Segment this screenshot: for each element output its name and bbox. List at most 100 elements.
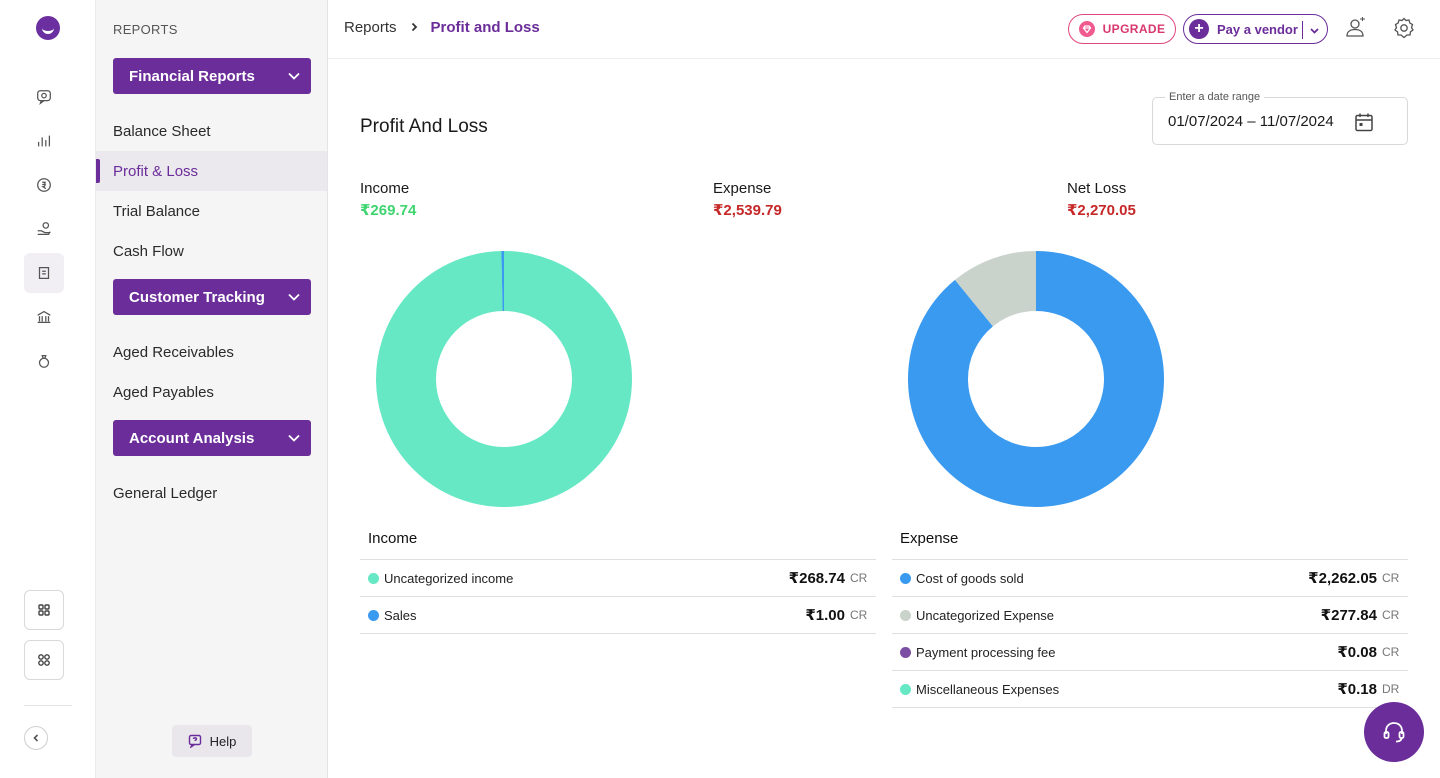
legend-dot	[900, 609, 911, 621]
kpi-label: Income	[360, 180, 410, 197]
sidebar-item-trial-balance[interactable]: Trial Balance	[113, 202, 200, 220]
hand-coin-icon[interactable]	[24, 209, 64, 249]
chat-icon[interactable]	[24, 77, 64, 117]
row-amount: ₹0.18	[1337, 681, 1377, 698]
row-name: Sales	[384, 607, 417, 623]
upgrade-label: UPGRADE	[1102, 22, 1166, 36]
collapse-sidebar-button[interactable]	[24, 726, 48, 750]
breadcrumb-reports[interactable]: Reports	[344, 19, 397, 36]
upgrade-button[interactable]: UPGRADE	[1068, 14, 1176, 44]
kpi-amount: ₹269.74	[360, 202, 417, 219]
integrations-icon[interactable]	[24, 640, 64, 680]
legend-dot	[368, 572, 379, 584]
rail-divider	[24, 705, 72, 706]
bar-chart-icon[interactable]	[24, 121, 64, 161]
support-chat-button[interactable]	[1364, 702, 1424, 762]
donut-slice-uncategorized-expense[interactable]	[908, 251, 1164, 507]
row-type: CR	[1382, 571, 1400, 585]
row-name: Miscellaneous Expenses	[916, 681, 1060, 697]
page-title: Profit And Loss	[360, 116, 488, 137]
chevron-down-icon[interactable]	[1309, 24, 1320, 39]
table-row: Sales ₹1.00 CR	[360, 597, 876, 634]
legend-dot	[368, 609, 379, 621]
help-button[interactable]: Help	[172, 725, 252, 757]
group-label: Financial Reports	[129, 67, 255, 85]
group-customer-tracking[interactable]: Customer Tracking	[113, 279, 311, 315]
row-name: Uncategorized income	[384, 570, 514, 586]
expense-table: Expense Cost of goods sold ₹2,262.05 CR Unc…	[892, 518, 1408, 708]
kpi-amount: ₹2,270.05	[1067, 202, 1136, 219]
table-row: Payment processing fee ₹0.08 CR	[892, 634, 1408, 671]
bank-icon[interactable]	[24, 297, 64, 337]
legend-dot	[900, 683, 911, 695]
table-row: Cost of goods sold ₹2,262.05 CR	[892, 560, 1408, 597]
table-row: Miscellaneous Expenses ₹0.18 DR	[892, 671, 1408, 708]
icon-rail	[0, 0, 96, 778]
kpi-label: Net Loss	[1067, 180, 1127, 197]
kpi-amount: ₹2,539.79	[713, 202, 782, 219]
chevron-down-icon	[288, 434, 300, 442]
row-type: DR	[1382, 682, 1400, 696]
section-label: REPORTS	[113, 22, 178, 37]
help-label: Help	[209, 733, 237, 749]
date-range-picker[interactable]: Enter a date range 01/07/2024 – 11/07/20…	[1152, 91, 1408, 145]
kpi-income: Income ₹269.74	[360, 180, 416, 219]
pay-vendor-label: Pay a vendor	[1217, 21, 1298, 37]
row-type: CR	[850, 608, 868, 622]
chevron-down-icon	[288, 293, 300, 301]
report-icon[interactable]	[24, 253, 64, 293]
chevron-left-icon	[33, 734, 39, 742]
income-donut-chart	[376, 251, 632, 507]
app-logo[interactable]	[36, 16, 60, 40]
table-row: Uncategorized income ₹268.74 CR	[360, 560, 876, 597]
row-name: Uncategorized Expense	[916, 607, 1055, 623]
row-type: CR	[850, 571, 868, 585]
row-name: Payment processing fee	[916, 644, 1056, 660]
money-bag-icon[interactable]	[24, 341, 64, 381]
income-table: Income Uncategorized income ₹268.74 CR Sale…	[360, 518, 876, 634]
calendar-icon[interactable]	[1353, 111, 1375, 133]
table-header: Income	[360, 518, 876, 560]
group-account-analysis[interactable]: Account Analysis	[113, 420, 311, 456]
row-type: CR	[1382, 645, 1400, 659]
kpi-label: Expense	[713, 180, 772, 197]
kpi-expense: Expense ₹2,539.79	[713, 180, 782, 219]
sidebar-item-aged-receivables[interactable]: Aged Receivables	[113, 343, 234, 361]
group-financial-reports[interactable]: Financial Reports	[113, 58, 311, 94]
date-range-label: Enter a date range	[1165, 91, 1265, 103]
chevron-down-icon	[288, 72, 300, 80]
table-header: Expense	[892, 518, 1408, 560]
breadcrumb: Reports Profit and Loss	[344, 19, 540, 36]
expense-donut-chart	[908, 251, 1164, 507]
row-amount: ₹2,262.05	[1308, 570, 1377, 587]
headset-icon	[1383, 722, 1405, 743]
kpi-net-loss: Net Loss ₹2,270.05	[1067, 180, 1136, 219]
chevron-right-icon	[409, 19, 419, 36]
sidebar-item-profit-loss[interactable]: Profit & Loss	[96, 151, 327, 191]
donut-slice-sales[interactable]	[376, 251, 632, 507]
sidebar-item-general-ledger[interactable]: General Ledger	[113, 484, 218, 502]
group-label: Account Analysis	[129, 429, 255, 447]
diamond-icon	[1078, 21, 1095, 37]
gear-icon[interactable]	[1392, 16, 1416, 40]
user-profile-icon[interactable]	[1344, 16, 1368, 40]
apps-icon[interactable]	[24, 590, 64, 630]
breadcrumb-current: Profit and Loss	[430, 19, 540, 36]
reports-sidebar: REPORTS Financial Reports Balance Sheet …	[96, 0, 328, 778]
row-amount: ₹277.84	[1320, 607, 1377, 624]
row-amount: ₹0.08	[1337, 644, 1377, 661]
legend-dot	[900, 646, 911, 658]
sidebar-item-cash-flow[interactable]: Cash Flow	[113, 242, 184, 260]
top-bar: Reports Profit and Loss UPGRADE + Pay a …	[328, 0, 1440, 59]
pay-vendor-button[interactable]: + Pay a vendor	[1183, 14, 1328, 44]
sidebar-item-aged-payables[interactable]: Aged Payables	[113, 383, 214, 401]
main-content: Profit And Loss Enter a date range 01/07…	[328, 59, 1440, 778]
date-range-value: 01/07/2024 – 11/07/2024	[1168, 113, 1334, 130]
table-row: Uncategorized Expense ₹277.84 CR	[892, 597, 1408, 634]
help-icon	[188, 734, 201, 748]
row-amount: ₹1.00	[805, 607, 845, 624]
sidebar-item-balance-sheet[interactable]: Balance Sheet	[113, 122, 211, 140]
row-amount: ₹268.74	[788, 570, 845, 587]
currency-icon[interactable]	[24, 165, 64, 205]
group-label: Customer Tracking	[129, 288, 265, 306]
